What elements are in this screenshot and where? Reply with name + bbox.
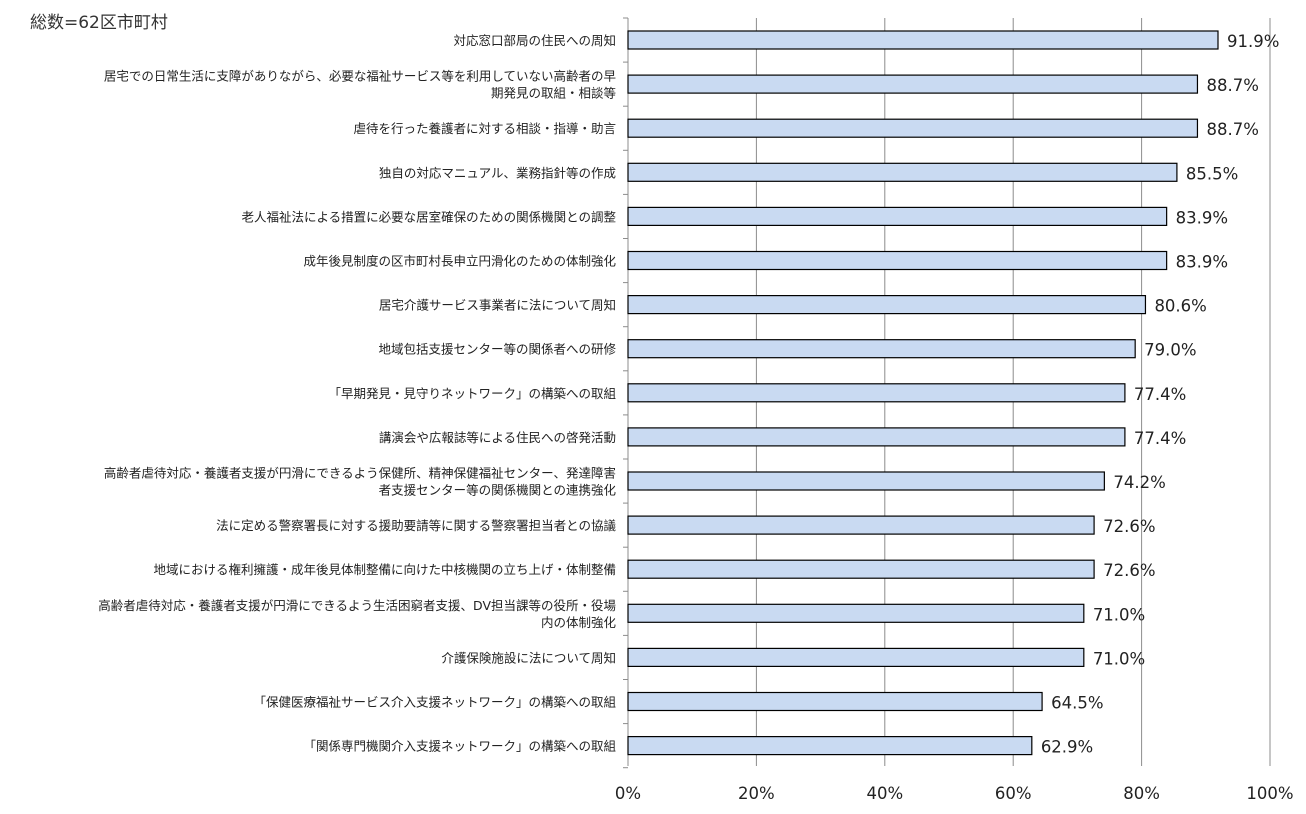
value-label: 77.4% <box>1134 385 1186 404</box>
x-tick-label: 100% <box>1246 784 1293 803</box>
bar <box>627 691 1043 712</box>
category-label: 内の体制強化 <box>541 615 617 630</box>
bar <box>627 250 1168 271</box>
category-label: 居宅での日常生活に支障がありながら、必要な福祉サービス等を利用していない高齢者の… <box>104 69 616 84</box>
value-label: 80.6% <box>1154 297 1206 316</box>
category-label: 「関係専門機関介入支援ネットワーク」の構築への取組 <box>303 739 616 754</box>
bar <box>627 559 1095 579</box>
category-label: 講演会や広報誌等による住民への啓発活動 <box>379 430 616 445</box>
bar <box>627 118 1199 138</box>
bar <box>627 162 1178 182</box>
value-label: 83.9% <box>1176 253 1228 272</box>
category-label: 成年後見制度の区市町村長申立円滑化のための体制強化 <box>303 254 616 269</box>
value-label: 71.0% <box>1093 649 1145 668</box>
value-label: 62.9% <box>1041 738 1093 757</box>
x-tick-label: 80% <box>1123 784 1160 803</box>
value-label: 88.7% <box>1206 76 1258 95</box>
category-label: 居宅介護サービス事業者に法について周知 <box>379 298 616 313</box>
value-label: 85.5% <box>1186 164 1238 183</box>
bar <box>627 339 1136 359</box>
bar <box>627 515 1095 535</box>
category-label: 「保健医療福祉サービス介入支援ネットワーク」の構築への取組 <box>253 695 616 710</box>
category-label: 高齢者虐待対応・養護者支援が円滑にできるよう保健所、精神保健福祉センター、発達障… <box>104 466 616 481</box>
bar <box>627 295 1147 315</box>
x-tick-label: 60% <box>995 784 1032 803</box>
bar <box>627 735 1033 756</box>
x-tick-label: 0% <box>615 784 641 803</box>
category-label: 者支援センター等の関係機関との連携強化 <box>379 483 617 498</box>
value-label: 77.4% <box>1134 429 1186 448</box>
category-label: 地域包括支援センター等の関係者への研修 <box>378 342 616 357</box>
bar <box>627 383 1126 403</box>
value-label: 71.0% <box>1093 605 1145 624</box>
bar <box>627 647 1085 668</box>
bar <box>627 30 1219 50</box>
value-label: 91.9% <box>1227 32 1279 51</box>
category-label: 介護保険施設に法について周知 <box>441 650 616 665</box>
bar <box>627 206 1168 226</box>
x-tick-label: 40% <box>866 784 903 803</box>
category-label: 老人福祉法による措置に必要な居室確保のための関係機関との調整 <box>241 209 616 224</box>
category-label: 虐待を行った養護者に対する相談・指導・助言 <box>353 121 616 136</box>
category-label: 「早期発見・見守りネットワーク」の構築への取組 <box>328 386 616 401</box>
value-label: 79.0% <box>1144 341 1196 360</box>
x-tick-label: 20% <box>738 784 775 803</box>
bar <box>627 427 1126 447</box>
total-count-note: 総数=62区市町村 <box>30 13 168 33</box>
value-label: 83.9% <box>1176 208 1228 227</box>
value-label: 72.6% <box>1103 517 1155 536</box>
value-label: 72.6% <box>1103 561 1155 580</box>
category-label: 法に定める警察署長に対する援助要請等に関する警察署担当者との協議 <box>216 518 616 533</box>
category-label: 地域における権利擁護・成年後見体制整備に向けた中核機関の立ち上げ・体制整備 <box>153 562 616 577</box>
value-label: 64.5% <box>1051 694 1103 713</box>
bar <box>627 74 1199 94</box>
value-label: 88.7% <box>1206 120 1258 139</box>
value-label: 74.2% <box>1113 473 1165 492</box>
bar <box>627 471 1105 491</box>
category-label: 期発見の取組・相談等 <box>491 86 616 101</box>
category-label: 対応窓口部局の住民への周知 <box>453 33 616 48</box>
category-label: 高齢者虐待対応・養護者支援が円滑にできるよう生活困窮者支援、DV担当課等の役所・… <box>98 598 616 613</box>
category-label: 独自の対応マニュアル、業務指針等の作成 <box>379 165 616 180</box>
bar <box>627 603 1085 623</box>
